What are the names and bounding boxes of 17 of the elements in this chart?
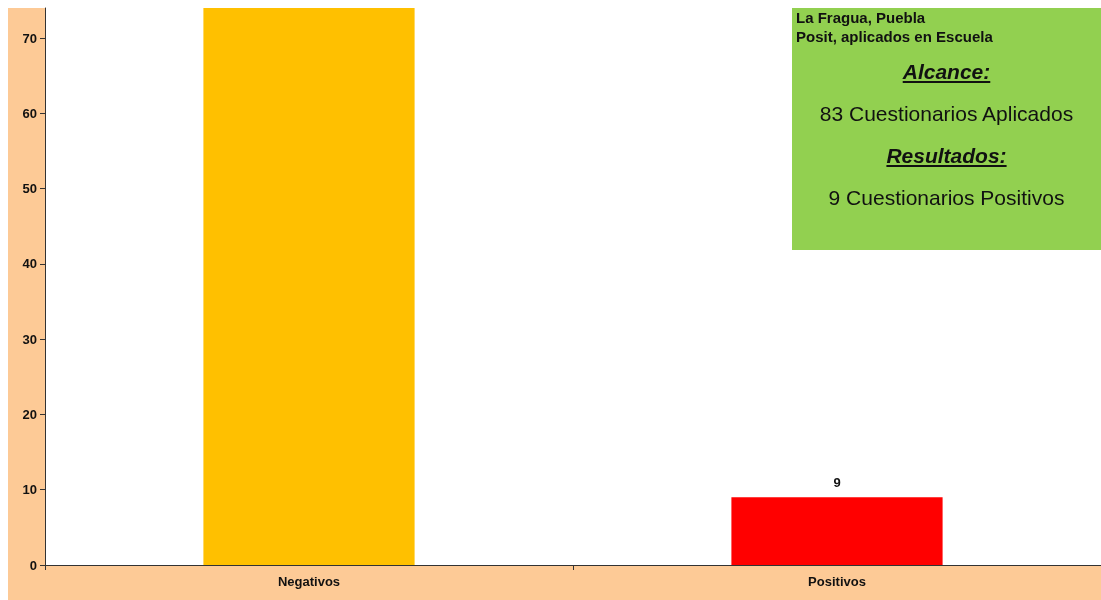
y-tick-label: 0	[29, 557, 37, 573]
y-tick-label: 40	[22, 256, 37, 272]
annotation: La Fragua, Puebla	[795, 8, 927, 27]
y-tick-label: 50	[22, 181, 37, 197]
y-tick-label: 20	[22, 406, 37, 422]
y-tick-label: 60	[22, 105, 37, 121]
annotation: 83 Cuestionarios Aplicados	[818, 102, 1075, 126]
annotation: Resultados:	[885, 144, 1008, 168]
y-tick-label: 30	[22, 331, 37, 347]
y-tick-label: 70	[22, 30, 37, 46]
annotation: Posit, aplicados en Escuela	[795, 27, 994, 46]
y-tick-label: 10	[22, 482, 37, 498]
annotation: 9 Cuestionarios Positivos	[827, 186, 1066, 210]
data-label: 9	[833, 475, 841, 491]
x-tick-label: Negativos	[277, 574, 341, 589]
x-tick-label: Positivos	[808, 574, 866, 589]
annotation: Alcance:	[901, 60, 992, 84]
